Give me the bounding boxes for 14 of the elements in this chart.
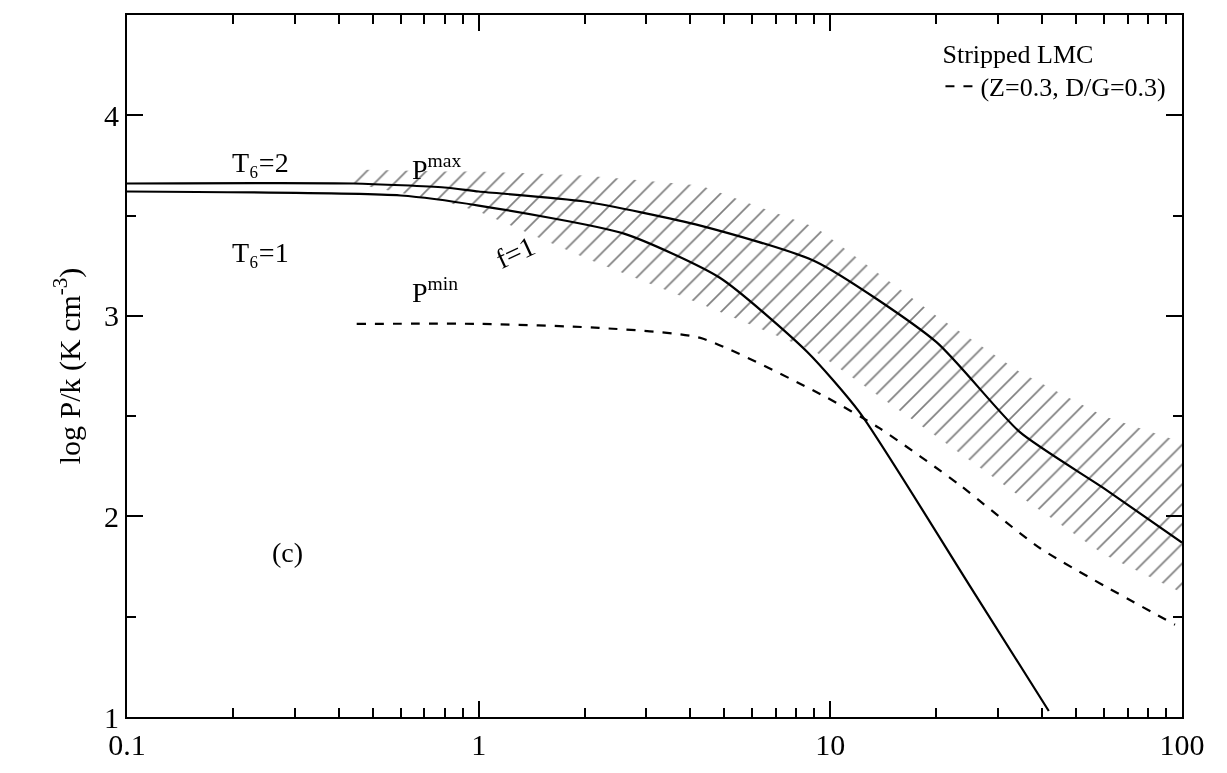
annotation: f=1 <box>491 230 540 275</box>
x-tick-label: 10 <box>815 728 846 761</box>
legend-title: Stripped LMC <box>942 39 1094 69</box>
y-tick-label: 4 <box>104 98 119 132</box>
annotation: P$^{max}$ <box>412 150 462 185</box>
x-tick-label: 100 <box>1159 728 1205 761</box>
y-tick-label: 3 <box>104 299 119 333</box>
x-tick-label: 1 <box>471 728 487 761</box>
annotation: T₆=2 <box>232 147 289 178</box>
annotation: T₆=1 <box>232 237 289 268</box>
annotation: (c) <box>272 537 304 568</box>
annotation: P$^{min}$ <box>412 273 459 308</box>
legend-label: (Z=0.3, D/G=0.3) <box>980 73 1166 103</box>
y-tick-label: 2 <box>104 499 119 533</box>
